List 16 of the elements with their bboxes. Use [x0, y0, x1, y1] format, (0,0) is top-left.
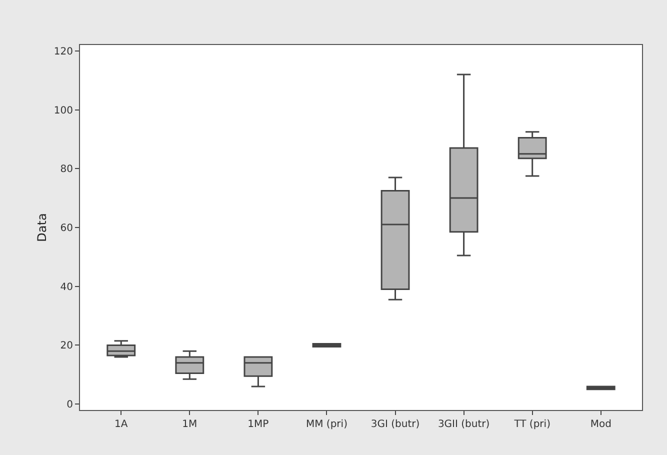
x-tick-label: TT (pri) — [513, 419, 551, 430]
y-tick-label: 100 — [54, 105, 73, 116]
y-tick-label: 40 — [60, 282, 73, 293]
x-tick-label: 1A — [114, 419, 128, 430]
x-tick-label: MM (pri) — [306, 419, 348, 430]
x-tick-label: 3GII (butr) — [438, 419, 490, 430]
x-tick-label: 3GI (butr) — [370, 419, 420, 430]
y-tick-label: 120 — [54, 46, 73, 58]
x-tick-label: 1M — [182, 419, 198, 430]
y-tick-label: 0 — [66, 400, 73, 411]
x-tick-label: 1MP — [248, 419, 269, 430]
y-tick-label: 80 — [60, 164, 73, 176]
y-axis-title: Data — [35, 213, 49, 242]
y-tick-label: 20 — [60, 340, 73, 352]
y-tick-label: 60 — [60, 223, 73, 234]
x-tick-label: Mod — [590, 419, 612, 430]
